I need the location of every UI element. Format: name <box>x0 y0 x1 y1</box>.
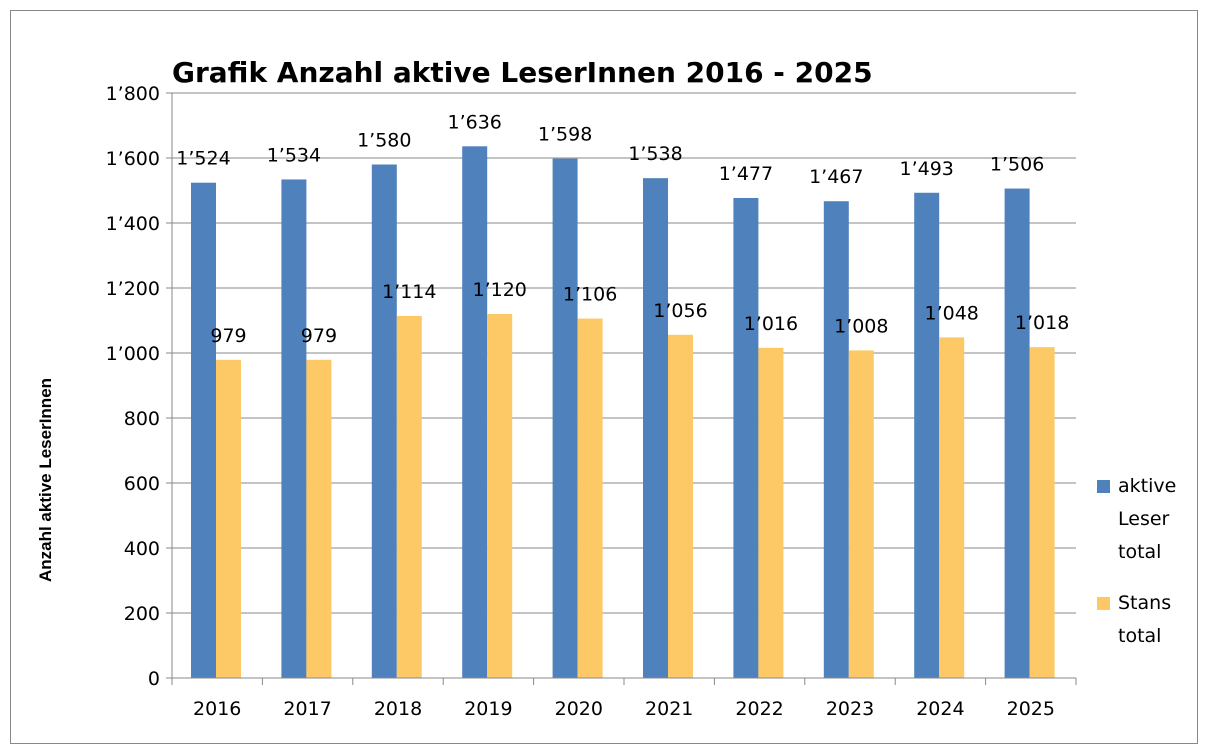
y-tick-label: 800 <box>124 408 160 430</box>
y-axis-label: Anzahl aktive LeserInnen <box>36 378 55 582</box>
bar <box>848 350 874 678</box>
bar <box>823 201 849 678</box>
legend-swatch <box>1097 480 1110 493</box>
x-tick-label: 2023 <box>826 698 874 720</box>
value-label: 1’120 <box>472 279 526 301</box>
x-tick-label: 2019 <box>464 698 512 720</box>
value-label: 1’018 <box>1015 312 1069 334</box>
legend-label: aktive Leser total <box>1118 475 1177 563</box>
bar <box>487 314 513 678</box>
y-tick-label: 200 <box>124 603 160 625</box>
bar <box>733 197 759 678</box>
value-label: 1’016 <box>744 313 798 335</box>
value-label: 1’598 <box>538 124 592 146</box>
value-label: 1’008 <box>834 315 888 337</box>
x-tick-label: 2025 <box>1007 698 1055 720</box>
value-label: 1’580 <box>357 130 411 152</box>
y-tick-label: 0 <box>148 668 160 690</box>
y-tick-label: 1’200 <box>106 278 160 300</box>
value-label: 1’524 <box>176 148 230 170</box>
x-tick-label: 2018 <box>374 698 422 720</box>
bar <box>1004 188 1030 679</box>
value-label: 979 <box>301 325 337 347</box>
value-label: 1’477 <box>719 163 773 185</box>
bar <box>1029 347 1055 678</box>
bar <box>191 182 216 678</box>
x-tick-label: 2017 <box>283 698 331 720</box>
bar <box>758 347 784 678</box>
value-label: 1’534 <box>267 144 321 166</box>
value-label: 1’636 <box>447 111 501 133</box>
legend-swatch <box>1097 597 1110 610</box>
value-label: 1’106 <box>563 284 617 306</box>
value-label: 1’538 <box>628 143 682 165</box>
y-tick-label: 1’400 <box>106 213 160 235</box>
bar <box>462 146 488 679</box>
chart-title: Grafik Anzahl aktive LeserInnen 2016 - 2… <box>172 56 873 89</box>
y-tick-label: 1’600 <box>106 148 160 170</box>
bar <box>914 192 940 678</box>
value-label: 1’114 <box>382 281 436 303</box>
bar <box>668 334 693 678</box>
x-tick-label: 2020 <box>555 698 603 720</box>
legend-label: Stans total <box>1118 592 1172 647</box>
bar <box>396 315 422 678</box>
x-tick-label: 2016 <box>193 698 241 720</box>
x-tick-label: 2024 <box>916 698 964 720</box>
x-tick-label: 2021 <box>645 698 693 720</box>
bar <box>216 359 241 678</box>
bar <box>281 179 307 678</box>
y-tick-label: 600 <box>124 473 160 495</box>
bar <box>552 158 578 678</box>
y-tick-label: 1’000 <box>106 343 160 365</box>
bar <box>306 359 332 678</box>
value-label: 1’493 <box>899 158 953 180</box>
value-label: 1’467 <box>809 166 863 188</box>
bar <box>939 337 965 678</box>
value-label: 979 <box>210 325 246 347</box>
bar <box>577 318 603 678</box>
value-label: 1’056 <box>653 300 707 322</box>
y-tick-label: 1’800 <box>106 83 160 105</box>
value-label: 1’048 <box>924 302 978 324</box>
bar <box>371 164 397 678</box>
y-tick-label: 400 <box>124 538 160 560</box>
bar <box>643 178 668 678</box>
x-tick-label: 2022 <box>735 698 783 720</box>
value-label: 1’506 <box>990 154 1044 176</box>
